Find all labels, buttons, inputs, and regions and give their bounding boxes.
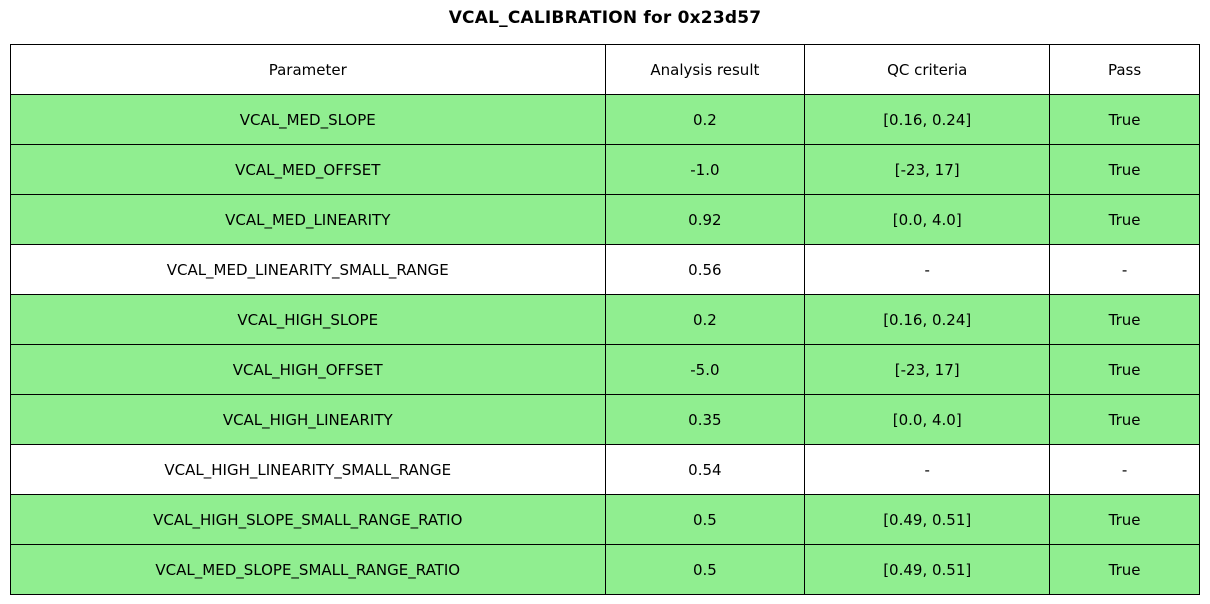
cell-qc-criteria: [0.49, 0.51] [804, 544, 1051, 595]
table-row: VCAL_HIGH_SLOPE_SMALL_RANGE_RATIO 0.5 [0… [10, 494, 1200, 545]
cell-parameter: VCAL_MED_OFFSET [10, 144, 606, 195]
cell-analysis-result: 0.5 [604, 494, 806, 545]
cell-pass: True [1049, 294, 1200, 345]
cell-pass: True [1049, 194, 1200, 245]
table-header-row: Parameter Analysis result QC criteria Pa… [10, 44, 1200, 95]
cell-pass: - [1049, 444, 1200, 495]
column-header-qc-criteria: QC criteria [804, 44, 1051, 95]
cell-qc-criteria: [0.49, 0.51] [804, 494, 1051, 545]
cell-pass: True [1049, 494, 1200, 545]
cell-analysis-result: 0.56 [604, 244, 806, 295]
table-row: VCAL_HIGH_LINEARITY_SMALL_RANGE 0.54 - - [10, 444, 1200, 495]
table-row: VCAL_MED_SLOPE 0.2 [0.16, 0.24] True [10, 94, 1200, 145]
cell-qc-criteria: [0.0, 4.0] [804, 394, 1051, 445]
cell-analysis-result: 0.54 [604, 444, 806, 495]
cell-qc-criteria: [0.16, 0.24] [804, 294, 1051, 345]
cell-qc-criteria: - [804, 244, 1051, 295]
cell-analysis-result: 0.5 [604, 544, 806, 595]
cell-parameter: VCAL_MED_SLOPE [10, 94, 606, 145]
column-header-parameter: Parameter [10, 44, 606, 95]
cell-parameter: VCAL_MED_LINEARITY_SMALL_RANGE [10, 244, 606, 295]
cell-parameter: VCAL_HIGH_OFFSET [10, 344, 606, 395]
cell-analysis-result: 0.92 [604, 194, 806, 245]
table-row: VCAL_HIGH_LINEARITY 0.35 [0.0, 4.0] True [10, 394, 1200, 445]
cell-pass: True [1049, 144, 1200, 195]
cell-parameter: VCAL_MED_LINEARITY [10, 194, 606, 245]
table-row: VCAL_MED_LINEARITY 0.92 [0.0, 4.0] True [10, 194, 1200, 245]
cell-parameter: VCAL_HIGH_LINEARITY [10, 394, 606, 445]
table-row: VCAL_MED_OFFSET -1.0 [-23, 17] True [10, 144, 1200, 195]
cell-analysis-result: 0.35 [604, 394, 806, 445]
cell-qc-criteria: - [804, 444, 1051, 495]
cell-analysis-result: -5.0 [604, 344, 806, 395]
column-header-pass: Pass [1049, 44, 1200, 95]
column-header-analysis-result: Analysis result [604, 44, 806, 95]
cell-pass: True [1049, 344, 1200, 395]
cell-qc-criteria: [0.0, 4.0] [804, 194, 1051, 245]
table-row: VCAL_HIGH_SLOPE 0.2 [0.16, 0.24] True [10, 294, 1200, 345]
cell-qc-criteria: [-23, 17] [804, 144, 1051, 195]
table-row: VCAL_HIGH_OFFSET -5.0 [-23, 17] True [10, 344, 1200, 395]
cell-parameter: VCAL_MED_SLOPE_SMALL_RANGE_RATIO [10, 544, 606, 595]
cell-pass: - [1049, 244, 1200, 295]
cell-qc-criteria: [-23, 17] [804, 344, 1051, 395]
cell-pass: True [1049, 394, 1200, 445]
cell-parameter: VCAL_HIGH_LINEARITY_SMALL_RANGE [10, 444, 606, 495]
cell-qc-criteria: [0.16, 0.24] [804, 94, 1051, 145]
cell-parameter: VCAL_HIGH_SLOPE [10, 294, 606, 345]
cell-pass: True [1049, 94, 1200, 145]
cell-pass: True [1049, 544, 1200, 595]
table-row: VCAL_MED_SLOPE_SMALL_RANGE_RATIO 0.5 [0.… [10, 544, 1200, 595]
cell-parameter: VCAL_HIGH_SLOPE_SMALL_RANGE_RATIO [10, 494, 606, 545]
cell-analysis-result: -1.0 [604, 144, 806, 195]
qc-results-table: Parameter Analysis result QC criteria Pa… [10, 44, 1200, 595]
cell-analysis-result: 0.2 [604, 294, 806, 345]
table-row: VCAL_MED_LINEARITY_SMALL_RANGE 0.56 - - [10, 244, 1200, 295]
cell-analysis-result: 0.2 [604, 94, 806, 145]
page-title: VCAL_CALIBRATION for 0x23d57 [448, 8, 762, 28]
